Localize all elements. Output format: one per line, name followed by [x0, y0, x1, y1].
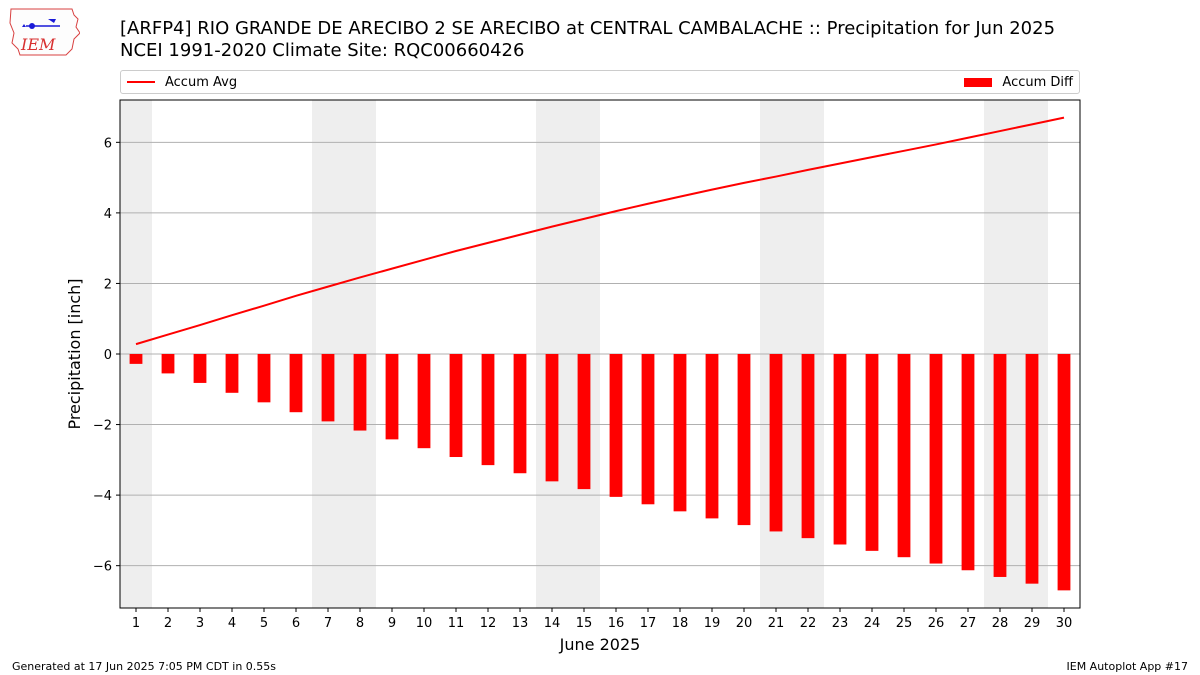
- bar-accum-diff-16: [609, 354, 623, 497]
- x-tick-label-19: 19: [704, 616, 721, 631]
- bar-accum-diff-23: [833, 354, 847, 545]
- logo-text: IEM: [20, 35, 56, 54]
- x-tick-label-8: 8: [356, 616, 364, 631]
- x-tick-label-28: 28: [992, 616, 1009, 631]
- x-tick-label-20: 20: [736, 616, 753, 631]
- bar-accum-diff-28: [993, 354, 1007, 577]
- bar-accum-diff-9: [385, 354, 399, 440]
- x-tick-label-29: 29: [1024, 616, 1041, 631]
- x-tick-label-9: 9: [388, 616, 396, 631]
- x-tick-label-5: 5: [260, 616, 268, 631]
- y-tick-label-6: 6: [104, 136, 112, 151]
- bar-accum-diff-7: [321, 354, 335, 422]
- footer-app-text: IEM Autoplot App #17: [1066, 660, 1189, 673]
- bar-accum-diff-26: [929, 354, 943, 564]
- bar-accum-diff-13: [513, 354, 527, 474]
- x-tick-label-10: 10: [416, 616, 433, 631]
- x-tick-label-2: 2: [164, 616, 172, 631]
- y-tick-label-0: 0: [104, 348, 112, 363]
- x-tick-label-24: 24: [864, 616, 881, 631]
- x-tick-label-11: 11: [448, 616, 465, 631]
- y-tick-label-4: 4: [104, 207, 112, 222]
- legend-line-swatch: [127, 81, 155, 83]
- legend-label-accum-avg: Accum Avg: [165, 74, 238, 90]
- x-tick-label-1: 1: [132, 616, 140, 631]
- bar-accum-diff-21: [769, 354, 783, 532]
- x-axis-label: June 2025: [559, 635, 641, 654]
- y-axis-label: Precipitation [inch]: [65, 278, 84, 429]
- line-accum-avg: [135, 116, 1065, 346]
- x-tick-label-17: 17: [640, 616, 657, 631]
- bar-accum-diff-17: [641, 354, 655, 505]
- y-tick-label--6: −6: [93, 560, 112, 575]
- bar-accum-diff-18: [673, 354, 687, 512]
- bar-accum-diff-5: [257, 354, 271, 403]
- x-tick-label-3: 3: [196, 616, 204, 631]
- bar-accum-diff-3: [193, 354, 207, 383]
- bar-accum-diff-2: [161, 354, 175, 374]
- legend-entry-accum-avg: Accum Avg: [127, 71, 237, 93]
- bar-accum-diff-27: [961, 354, 975, 571]
- x-tick-label-4: 4: [228, 616, 236, 631]
- bar-accum-diff-1: [129, 354, 143, 364]
- bar-accum-diff-19: [705, 354, 719, 519]
- x-tick-label-23: 23: [832, 616, 849, 631]
- x-tick-label-12: 12: [480, 616, 497, 631]
- bar-accum-diff-15: [577, 354, 591, 490]
- x-tick-label-6: 6: [292, 616, 300, 631]
- iowa-map-logo-icon: [9, 8, 80, 56]
- bar-accum-diff-29: [1025, 354, 1039, 584]
- y-tick-label--2: −2: [93, 419, 112, 434]
- x-tick-label-13: 13: [512, 616, 529, 631]
- iem-logo: IEM: [9, 8, 80, 56]
- x-tick-label-27: 27: [960, 616, 977, 631]
- y-tick-label-2: 2: [104, 277, 112, 292]
- chart-legend: Accum Avg Accum Diff: [120, 70, 1080, 94]
- bar-accum-diff-20: [737, 354, 751, 526]
- x-tick-label-7: 7: [324, 616, 332, 631]
- legend-bar-swatch: [964, 77, 993, 87]
- bar-accum-diff-6: [289, 354, 303, 413]
- x-tick-label-15: 15: [576, 616, 593, 631]
- x-tick-label-30: 30: [1056, 616, 1073, 631]
- chart-title: [ARFP4] RIO GRANDE DE ARECIBO 2 SE ARECI…: [120, 18, 1056, 39]
- bar-accum-diff-4: [225, 354, 239, 393]
- x-tick-label-26: 26: [928, 616, 945, 631]
- bar-accum-diff-14: [545, 354, 559, 482]
- legend-label-accum-diff: Accum Diff: [1002, 74, 1073, 90]
- x-tick-label-18: 18: [672, 616, 689, 631]
- bar-accum-diff-8: [353, 354, 367, 431]
- bar-accum-diff-12: [481, 354, 495, 466]
- bar-accum-diff-25: [897, 354, 911, 558]
- bar-accum-diff-22: [801, 354, 815, 539]
- bar-accum-diff-30: [1057, 354, 1071, 591]
- y-tick-label--4: −4: [93, 489, 112, 504]
- bar-accum-diff-24: [865, 354, 879, 551]
- x-tick-label-22: 22: [800, 616, 817, 631]
- bar-accum-diff-11: [449, 354, 463, 458]
- x-tick-label-14: 14: [544, 616, 561, 631]
- x-tick-label-16: 16: [608, 616, 625, 631]
- x-tick-label-25: 25: [896, 616, 913, 631]
- bar-accum-diff-10: [417, 354, 431, 449]
- x-tick-label-21: 21: [768, 616, 785, 631]
- legend-entry-accum-diff: Accum Diff: [964, 71, 1073, 93]
- chart-subtitle: NCEI 1991-2020 Climate Site: RQC00660426: [120, 40, 525, 61]
- footer-generated-text: Generated at 17 Jun 2025 7:05 PM CDT in …: [12, 660, 277, 673]
